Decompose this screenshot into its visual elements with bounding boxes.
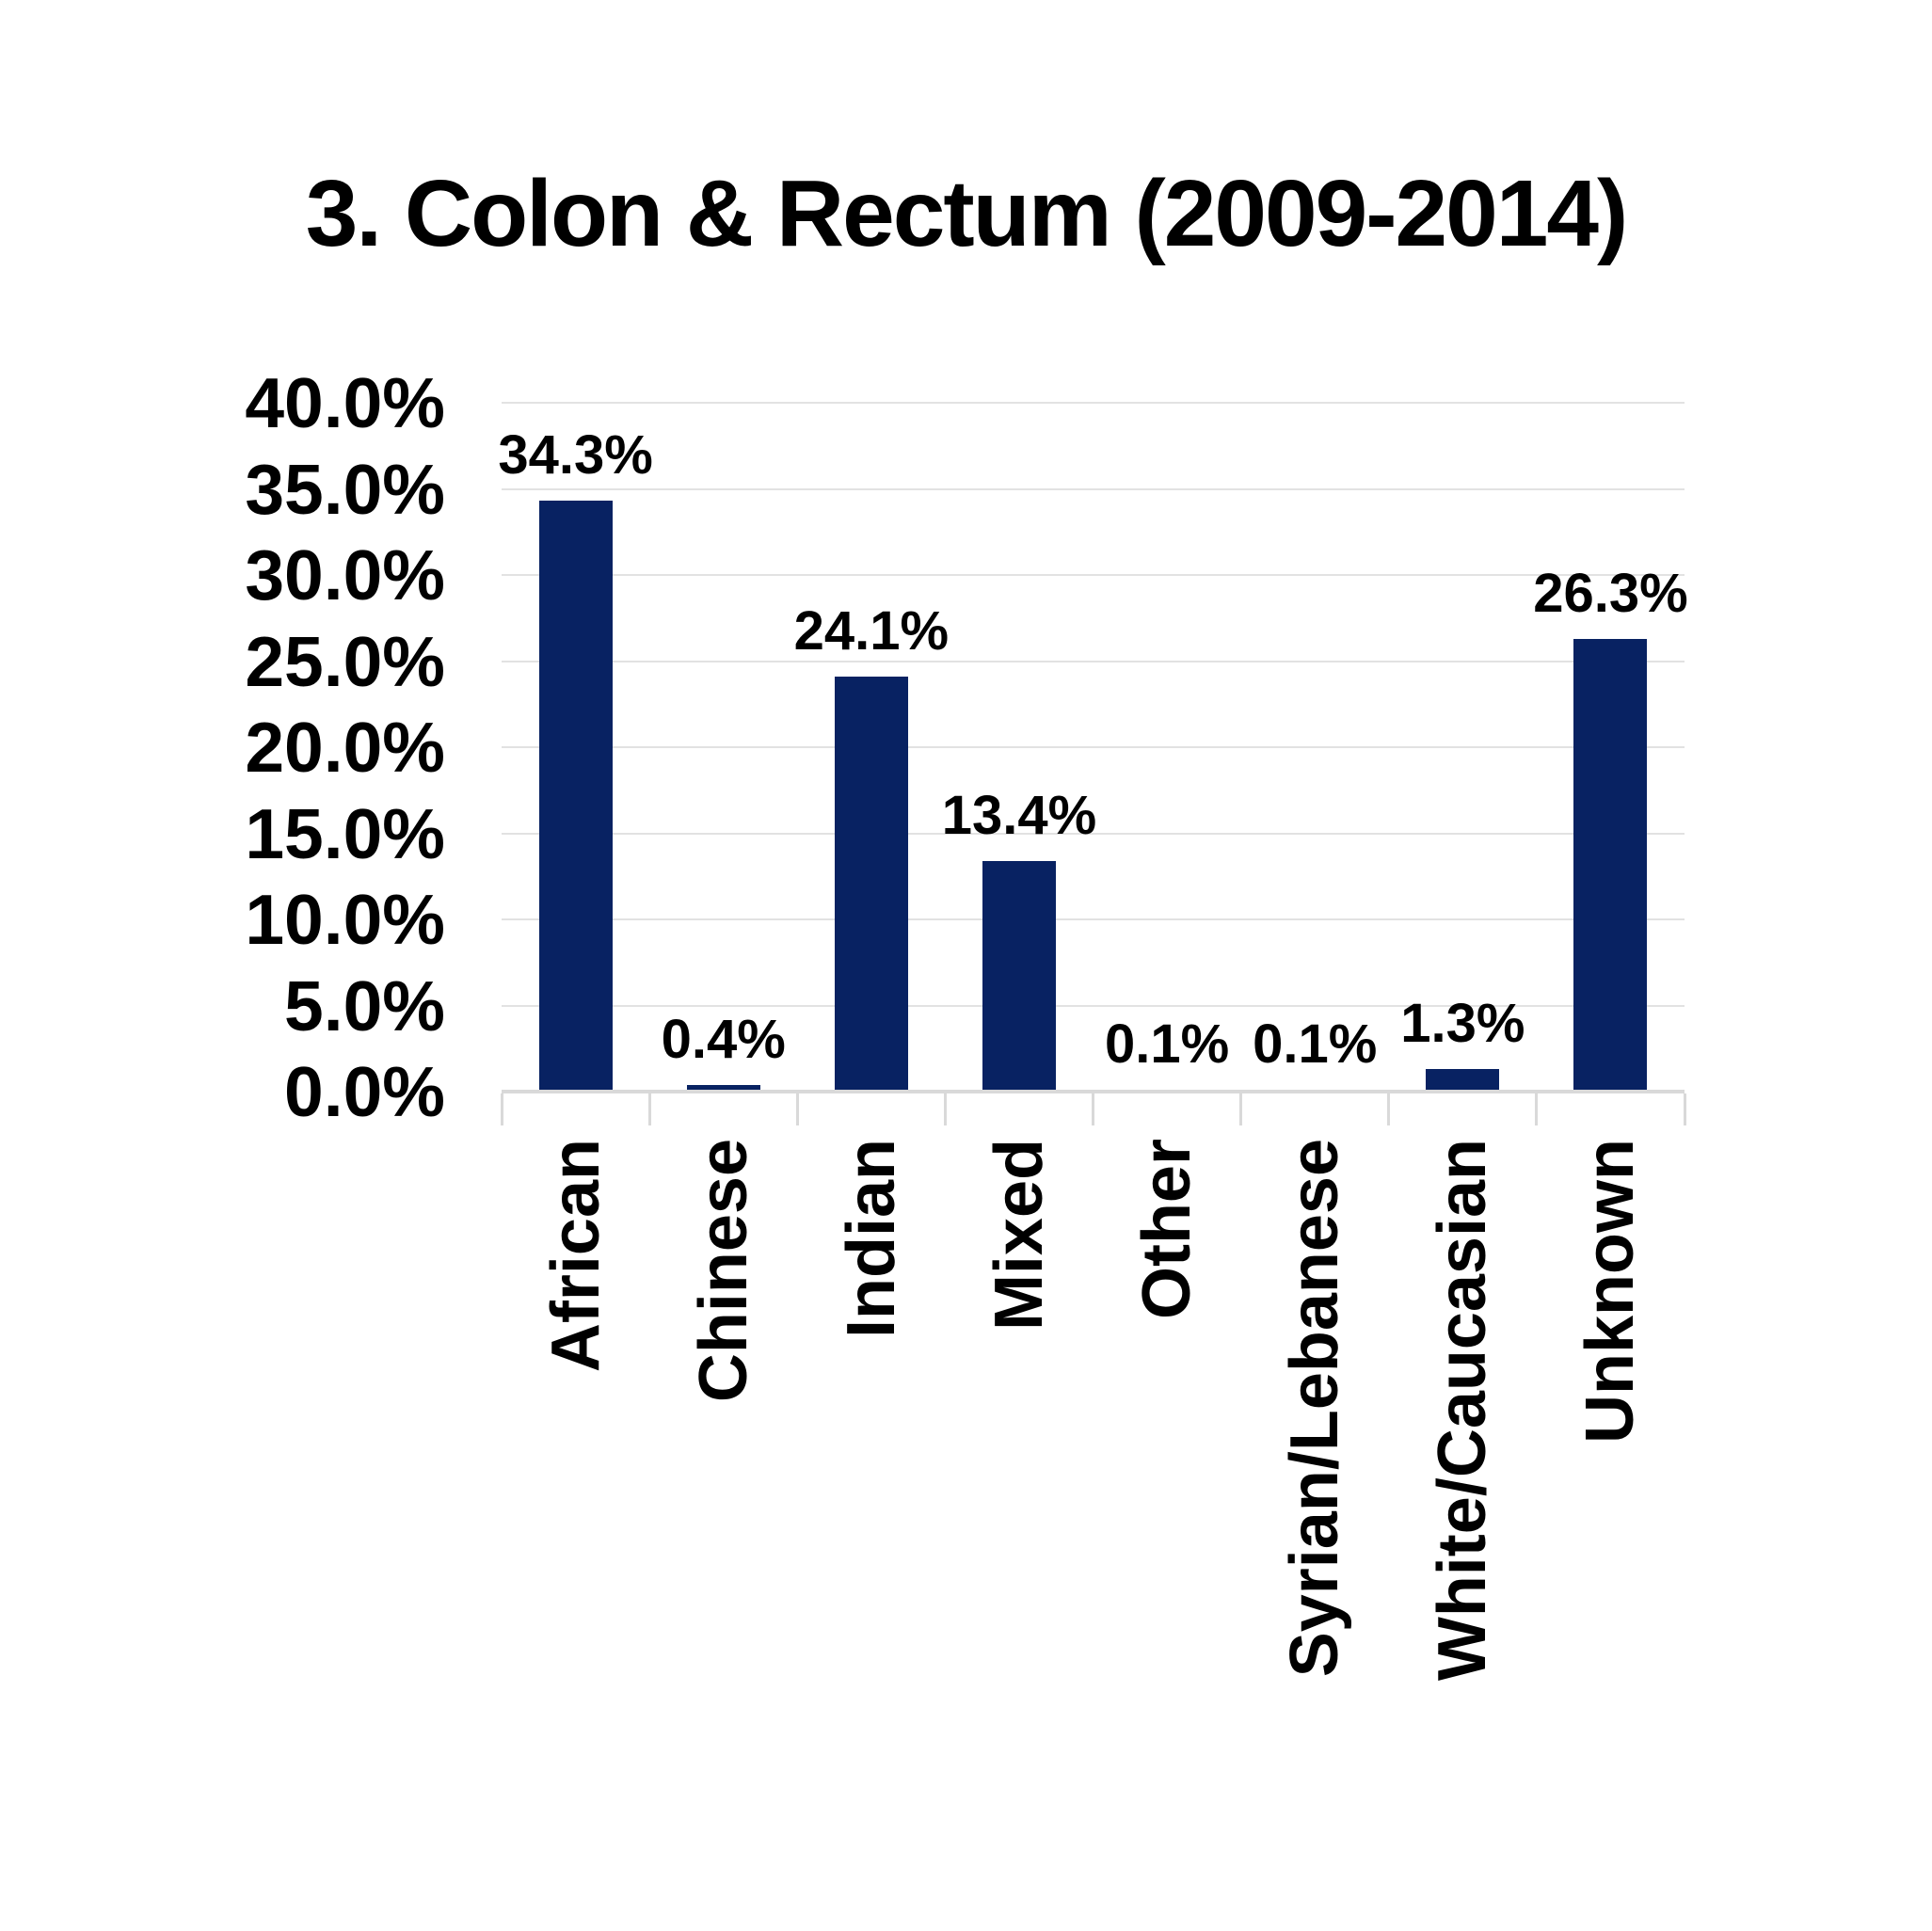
chart-title: 3. Colon & Rectum (2009-2014) bbox=[305, 161, 1629, 266]
bar-indian bbox=[834, 676, 908, 1092]
x-axis-tick-mark bbox=[1535, 1093, 1539, 1125]
y-axis-tick-label: 40.0% bbox=[245, 363, 445, 442]
data-label: 24.1% bbox=[793, 599, 950, 662]
y-axis-tick-label: 35.0% bbox=[245, 449, 445, 529]
bar-mixed bbox=[982, 860, 1056, 1092]
gridline bbox=[502, 832, 1685, 835]
gridline bbox=[502, 402, 1685, 404]
data-label: 26.3% bbox=[1533, 562, 1688, 624]
y-axis-tick-label: 15.0% bbox=[245, 793, 445, 873]
data-label: 0.1% bbox=[1253, 1013, 1378, 1075]
y-axis-tick-label: 10.0% bbox=[245, 880, 445, 959]
x-axis-category-label: White/Caucasian bbox=[1425, 1139, 1501, 1682]
data-label: 1.3% bbox=[1400, 993, 1525, 1055]
data-label: 13.4% bbox=[941, 784, 1097, 846]
data-label: 0.4% bbox=[661, 1008, 786, 1070]
x-axis-tick-mark bbox=[943, 1093, 947, 1125]
x-axis-tick-mark bbox=[500, 1093, 503, 1125]
y-axis-tick-label: 5.0% bbox=[284, 966, 445, 1045]
x-axis-tick-mark bbox=[1092, 1093, 1094, 1125]
x-axis-category-label: African bbox=[537, 1139, 614, 1373]
gridline bbox=[502, 574, 1685, 576]
bar-african bbox=[538, 501, 613, 1092]
data-label: 34.3% bbox=[498, 424, 653, 487]
bar-unknown bbox=[1573, 638, 1648, 1092]
x-axis-category-label: Syrian/Lebanese bbox=[1277, 1139, 1353, 1678]
gridline bbox=[502, 918, 1685, 920]
x-axis-category-label: Unknown bbox=[1573, 1139, 1649, 1444]
gridline bbox=[502, 746, 1685, 748]
x-axis-tick-mark bbox=[795, 1093, 799, 1125]
data-label: 0.1% bbox=[1104, 1013, 1230, 1075]
y-axis-tick-label: 30.0% bbox=[245, 535, 445, 614]
gridline bbox=[502, 1004, 1685, 1007]
gridline bbox=[502, 660, 1685, 662]
y-axis-tick-label: 25.0% bbox=[245, 621, 445, 701]
gridline bbox=[502, 487, 1685, 490]
x-axis-category-label: Indian bbox=[833, 1139, 909, 1338]
y-axis-tick-label: 0.0% bbox=[284, 1052, 445, 1131]
x-axis-line bbox=[502, 1090, 1685, 1093]
y-axis-tick-label: 20.0% bbox=[245, 708, 445, 787]
x-axis-category-label: Other bbox=[1129, 1139, 1206, 1320]
x-axis-category-label: Chinese bbox=[685, 1139, 761, 1403]
bar-white-caucasian bbox=[1426, 1069, 1500, 1092]
x-axis-tick-mark bbox=[1683, 1093, 1686, 1125]
x-axis-tick-mark bbox=[1239, 1093, 1243, 1125]
x-axis-tick-mark bbox=[1387, 1093, 1391, 1125]
x-axis-tick-mark bbox=[647, 1093, 651, 1125]
x-axis-category-label: Mixed bbox=[981, 1139, 1057, 1332]
bar-chinese bbox=[686, 1084, 760, 1092]
